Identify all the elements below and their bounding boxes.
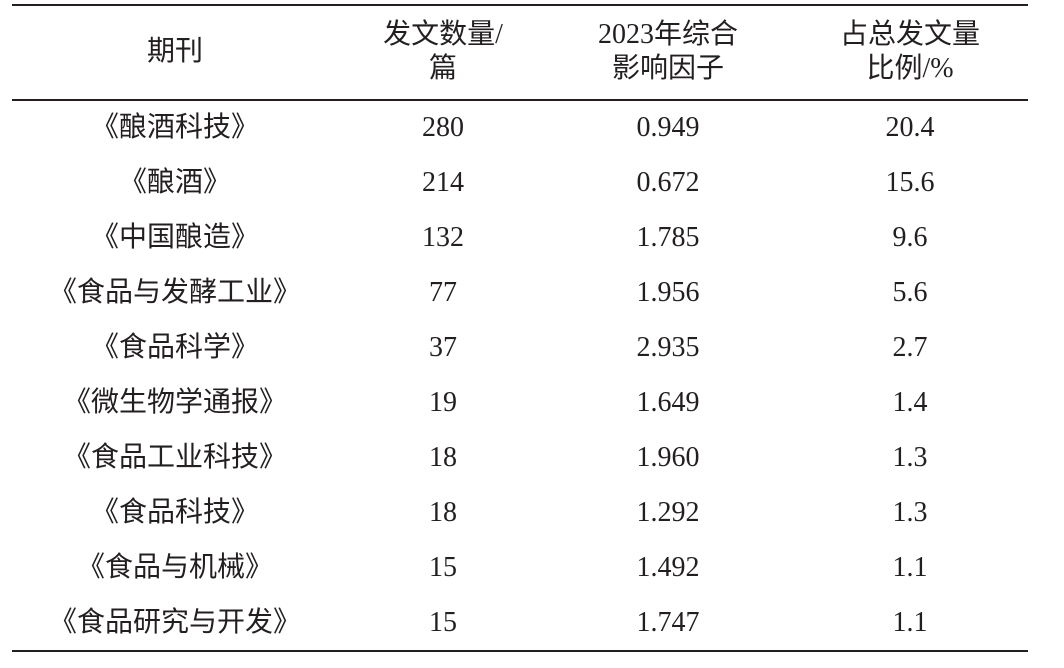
table-cell: 1.3 bbox=[892, 442, 928, 473]
table-cell: 1.4 bbox=[892, 387, 928, 418]
table-cell: 1.960 bbox=[636, 442, 700, 473]
table-cell: 15.6 bbox=[885, 167, 935, 198]
table-cell: 1.747 bbox=[636, 607, 700, 638]
table-cell: 《食品科技》 bbox=[90, 497, 260, 528]
table-cell: 《酿酒》 bbox=[118, 167, 232, 198]
table-cell: 1.956 bbox=[636, 277, 700, 308]
table-cell: 20.4 bbox=[885, 112, 935, 143]
table-cell: 《中国酿造》 bbox=[90, 222, 260, 253]
header-text: 期刊 bbox=[146, 36, 204, 67]
table-cell: 0.949 bbox=[636, 112, 700, 143]
table-cell: 《食品工业科技》 bbox=[62, 442, 288, 473]
table-cell: 5.6 bbox=[892, 277, 928, 308]
table-cell: 《酿酒科技》 bbox=[90, 112, 260, 143]
table-cell: 1.649 bbox=[636, 387, 700, 418]
table-cell: 1.492 bbox=[636, 552, 700, 583]
table-cell: 19 bbox=[429, 387, 457, 418]
header-cell: 发文数量/篇 bbox=[383, 18, 503, 86]
table-cell: 0.672 bbox=[636, 167, 700, 198]
header-cell: 2023年综合 影响因子 bbox=[598, 18, 738, 86]
top-rule bbox=[12, 4, 1028, 6]
table-cell: 15 bbox=[429, 607, 457, 638]
table-cell: 2.935 bbox=[636, 332, 700, 363]
table-cell: 1.292 bbox=[636, 497, 700, 528]
table-cell: 9.6 bbox=[892, 222, 928, 253]
header-text: 篇 bbox=[428, 53, 457, 84]
mid-rule bbox=[12, 99, 1028, 101]
table-cell: 18 bbox=[429, 497, 457, 528]
header-text: 发文数量/ bbox=[383, 19, 503, 50]
table-cell: 18 bbox=[429, 442, 457, 473]
table-cell: 1.1 bbox=[892, 607, 928, 638]
table-cell: 1.3 bbox=[892, 497, 928, 528]
header-text: 2023年综合 bbox=[597, 19, 739, 50]
table-cell: 280 bbox=[422, 112, 464, 143]
header-text: 比例/% bbox=[866, 53, 954, 84]
header-text: 影响因子 bbox=[611, 53, 725, 84]
table-cell: 《食品研究与开发》 bbox=[48, 607, 302, 638]
table-cell: 《食品科学》 bbox=[90, 332, 260, 363]
header-cell: 期刊 bbox=[147, 35, 203, 69]
header-cell: 占总发文量 比例/% bbox=[840, 18, 980, 86]
table-cell: 1.785 bbox=[636, 222, 700, 253]
table-cell: 77 bbox=[429, 277, 457, 308]
table-cell: 2.7 bbox=[892, 332, 928, 363]
table-cell: 214 bbox=[422, 167, 464, 198]
table-cell: 《食品与机械》 bbox=[76, 552, 274, 583]
table-cell: 132 bbox=[422, 222, 464, 253]
table-cell: 37 bbox=[429, 332, 457, 363]
header-text: 占总发文量 bbox=[839, 19, 981, 50]
bottom-rule bbox=[12, 650, 1028, 652]
table-cell: 《微生物学通报》 bbox=[62, 387, 288, 418]
table-cell: 1.1 bbox=[892, 552, 928, 583]
table-cell: 《食品与发酵工业》 bbox=[48, 277, 302, 308]
table-cell: 15 bbox=[429, 552, 457, 583]
